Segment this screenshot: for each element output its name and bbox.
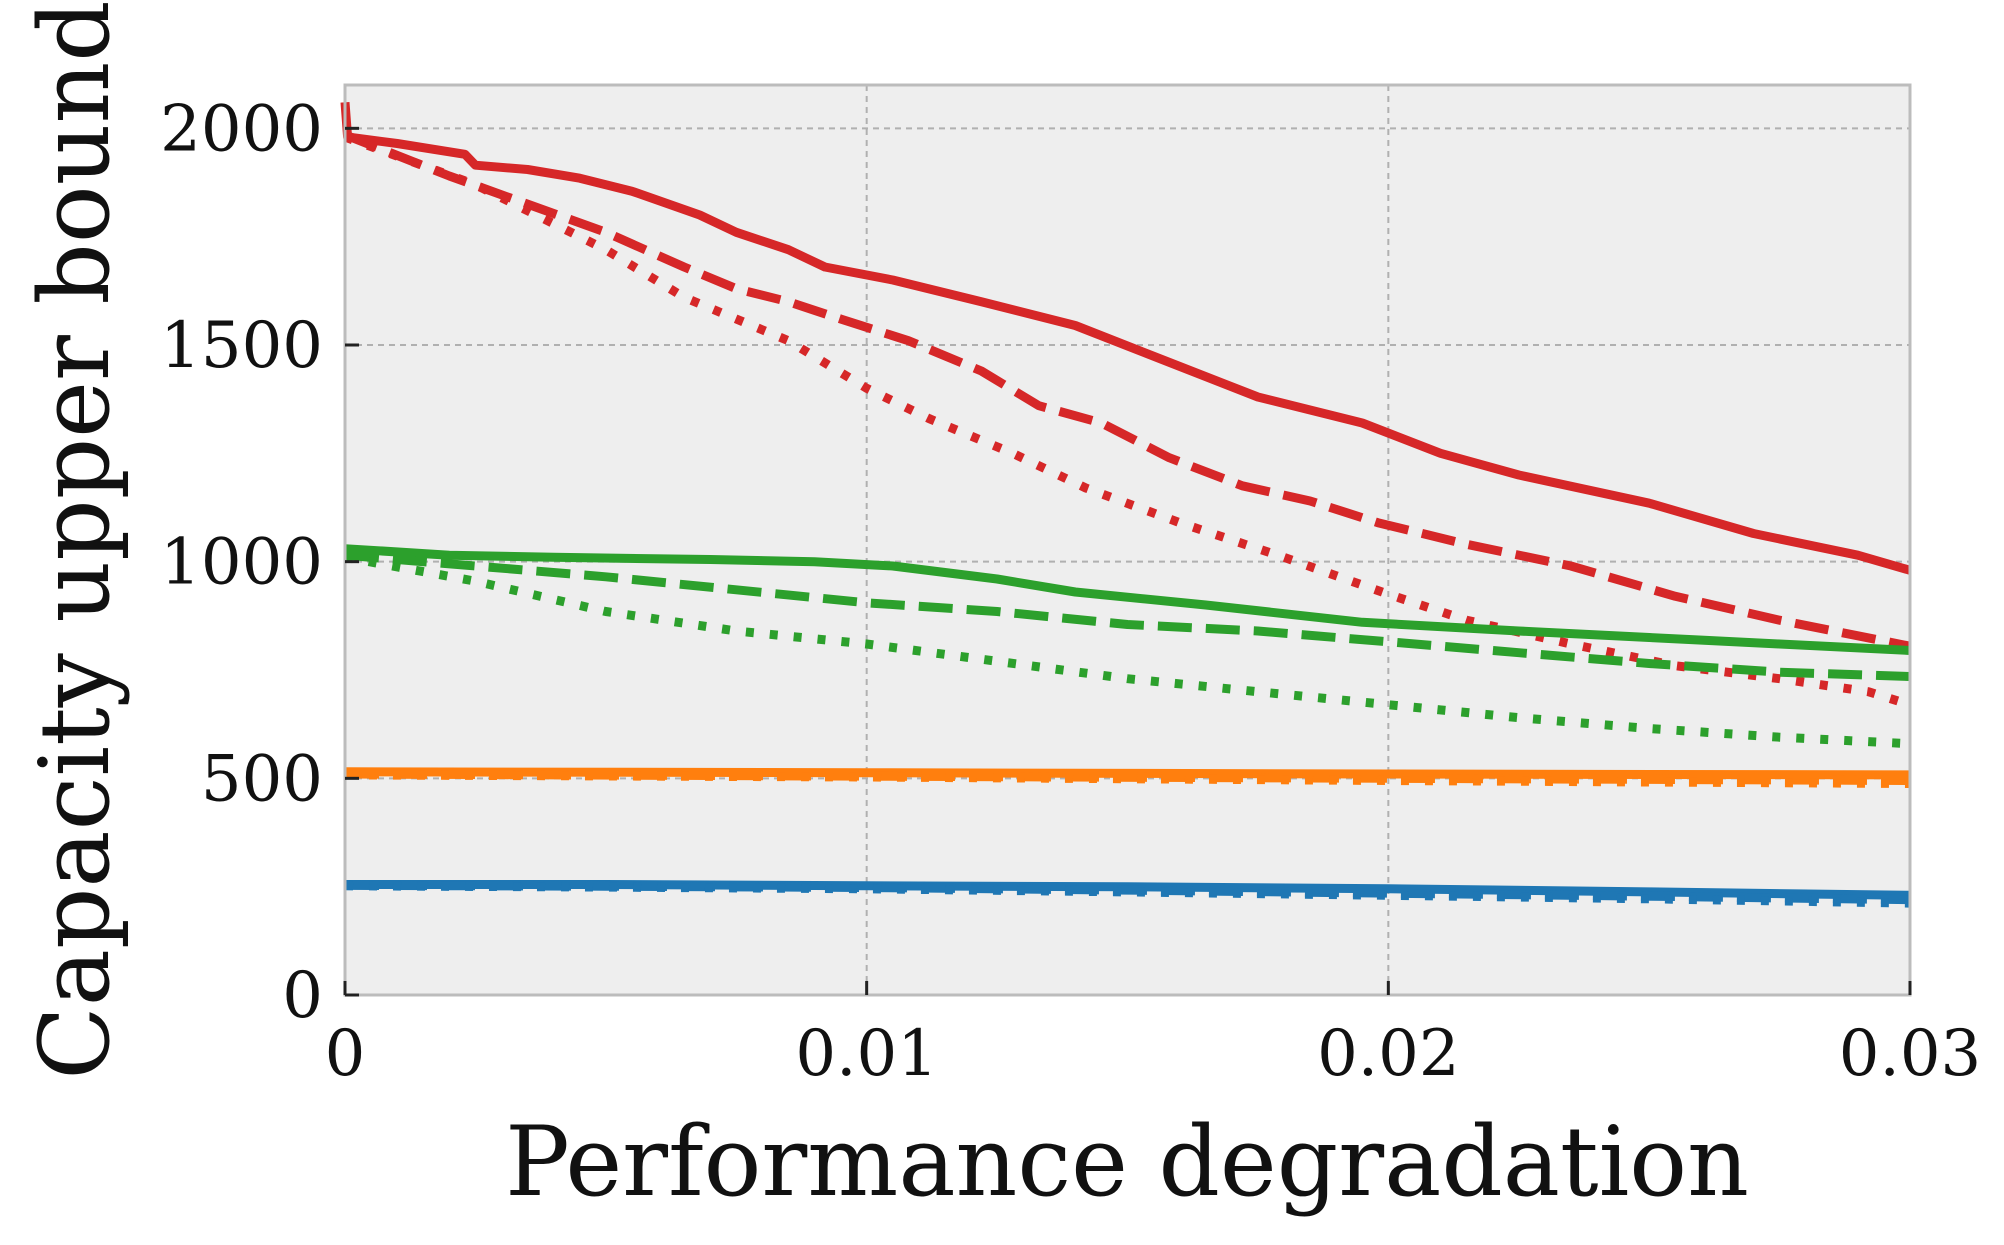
x-tick-label: 0: [325, 1017, 366, 1091]
series-line-orange-dashed: [344, 769, 1911, 785]
x-tick-label: 0.02: [1317, 1017, 1460, 1091]
series-line-red-dashed: [343, 130, 1911, 651]
x-axis-title: Performance degradation: [505, 1106, 1749, 1218]
series-lines: [340, 101, 1912, 908]
series-line-red-dotted: [343, 132, 1912, 709]
series-line-red-solid: [340, 101, 1912, 575]
x-tick-label: 0.01: [795, 1017, 938, 1091]
axis-ticks: 0 0.01 0.02 0.03 0 500 1000 1500 2000: [160, 92, 1981, 1091]
series-line-green-solid: [344, 544, 1911, 655]
y-axis-title: Capacity upper bound: [19, 0, 131, 1079]
y-tick-label: 2000: [160, 92, 323, 166]
y-tick-label: 0: [282, 959, 323, 1033]
y-tick-label: 1000: [160, 526, 323, 600]
series-line-green-dotted: [344, 552, 1911, 749]
y-tick-label: 1500: [160, 309, 323, 383]
series-line-blue-dashed: [344, 880, 1911, 905]
plot-frame: [343, 83, 1912, 997]
plot-background: [345, 85, 1910, 995]
series-line-green-dashed: [344, 550, 1911, 681]
x-tick-label: 0.03: [1839, 1017, 1982, 1091]
y-tick-label: 500: [201, 742, 323, 816]
